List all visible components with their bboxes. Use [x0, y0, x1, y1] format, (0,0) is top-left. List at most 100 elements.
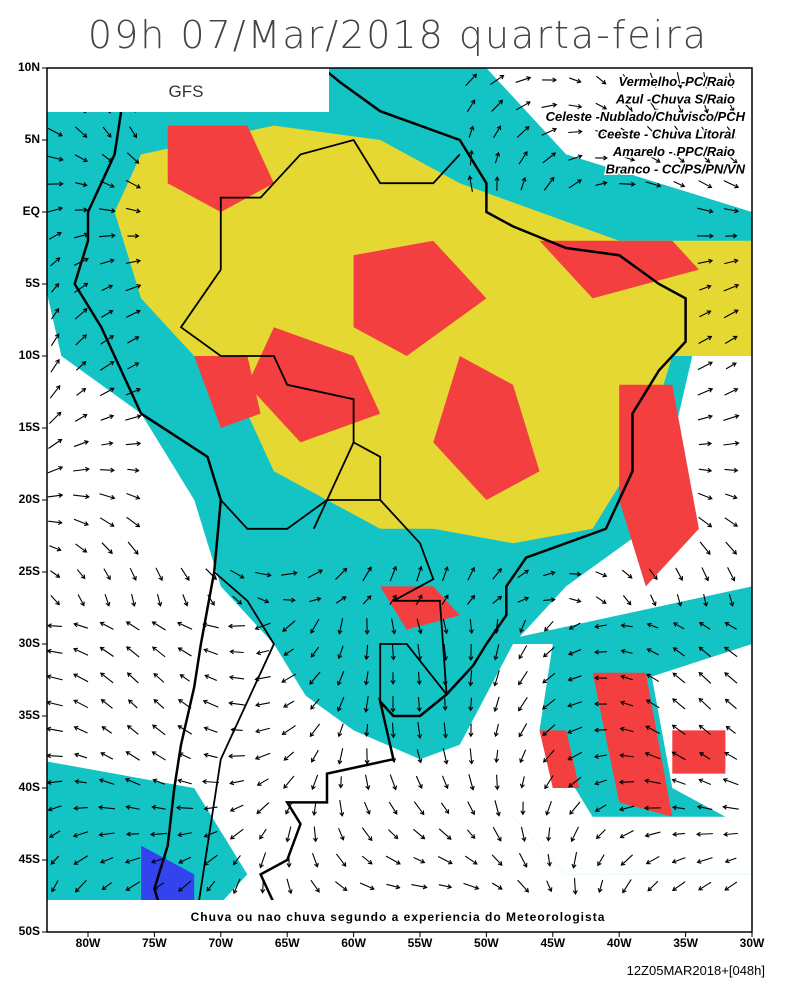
arrow [619, 181, 636, 187]
arrow [542, 152, 557, 164]
arrow [699, 284, 712, 291]
arrow [365, 774, 371, 791]
arrow [73, 440, 90, 448]
arrow [644, 778, 661, 785]
lon-label: 55W [408, 936, 433, 950]
arrow [151, 751, 166, 761]
arrow [545, 801, 552, 816]
arrow [49, 257, 61, 267]
arrow [567, 675, 582, 682]
arrow [442, 748, 449, 765]
arrow [542, 77, 558, 83]
arrow [180, 567, 190, 581]
arrow [75, 543, 88, 553]
arrow [672, 881, 686, 891]
arrow [73, 805, 88, 811]
arrow [569, 77, 582, 84]
arrow [701, 567, 710, 582]
arrow [151, 724, 166, 736]
arrow [646, 673, 660, 683]
arrow [255, 571, 272, 578]
arrow [644, 831, 661, 838]
arrow [491, 854, 503, 866]
field [247, 327, 381, 443]
arrow [594, 623, 607, 629]
arrow [569, 597, 582, 604]
arrow [101, 441, 114, 447]
arrow [520, 801, 526, 816]
arrow [571, 852, 578, 869]
arrow [48, 411, 62, 425]
arrow [671, 805, 686, 811]
arrow [671, 778, 686, 785]
arrow [417, 722, 423, 739]
arrow [309, 671, 321, 685]
arrow [73, 466, 90, 472]
border [312, 442, 381, 530]
arrow [413, 856, 426, 864]
arrow [388, 801, 398, 815]
arrow [203, 726, 218, 733]
arrow [723, 414, 740, 421]
arrow [645, 725, 661, 735]
arrow [701, 126, 709, 139]
arrow [648, 568, 658, 581]
arrow [124, 857, 141, 864]
lon-label: 70W [208, 936, 233, 950]
arrow [415, 775, 423, 789]
arrow [73, 699, 89, 709]
arrow [567, 649, 582, 656]
arrow [725, 233, 738, 239]
arrow [698, 467, 713, 473]
arrow [467, 175, 473, 192]
arrow [724, 622, 737, 630]
arrow [255, 702, 271, 708]
arrow [283, 597, 296, 603]
legend-entry: Branco - CC/PS/PN/VN [606, 162, 746, 177]
arrow [542, 724, 556, 737]
arrow [697, 387, 714, 396]
lon-label: 30W [740, 936, 765, 950]
arrow [702, 99, 709, 114]
arrow [232, 595, 243, 605]
arrow [386, 883, 401, 890]
arrow [441, 594, 449, 605]
arrow [595, 180, 608, 186]
arrow [50, 282, 60, 293]
arrow [491, 99, 504, 112]
arrow [125, 387, 141, 396]
arrow [645, 153, 661, 163]
arrow [47, 206, 64, 213]
arrow [125, 646, 140, 658]
arrow [309, 723, 321, 738]
arrow [696, 857, 713, 864]
arrow [468, 723, 474, 738]
field [47, 761, 248, 932]
arrow [468, 125, 475, 138]
arrow [416, 671, 422, 686]
arrow [727, 567, 736, 582]
arrow [596, 75, 607, 85]
arrow [620, 854, 633, 866]
field [433, 356, 540, 500]
arrow [619, 155, 636, 162]
arrow [125, 621, 140, 631]
arrow [228, 753, 245, 759]
arrow [416, 696, 422, 713]
lon-label: 60W [341, 936, 366, 950]
arrow [490, 74, 505, 86]
arrow [494, 774, 500, 791]
arrow [75, 360, 87, 371]
arrow [310, 646, 320, 658]
arrow [725, 541, 737, 555]
arrow [74, 308, 88, 320]
arrow [519, 776, 525, 789]
arrow [644, 805, 661, 811]
arrow [729, 72, 735, 89]
arrow [102, 126, 112, 138]
arrow [724, 857, 737, 864]
arrow [542, 646, 555, 658]
arrow [359, 882, 375, 891]
arrow [567, 751, 582, 761]
arrow [413, 801, 425, 816]
